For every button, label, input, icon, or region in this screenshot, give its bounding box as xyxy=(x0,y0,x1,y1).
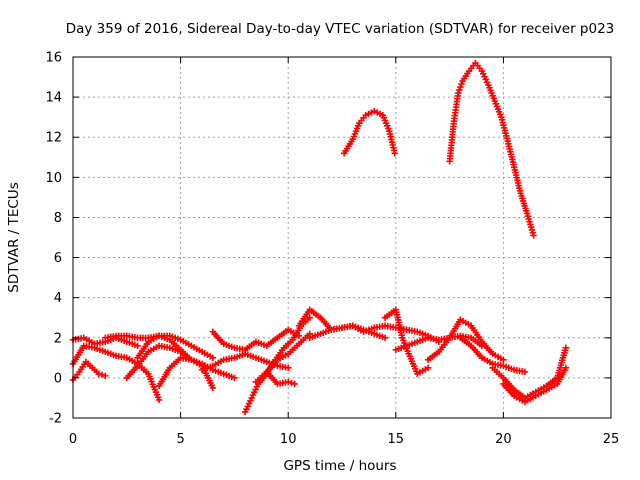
x-tick-label: 10 xyxy=(280,432,297,447)
x-tick-label: 0 xyxy=(69,432,77,447)
data-point xyxy=(381,334,389,341)
y-tick-label: 4 xyxy=(54,291,62,306)
data-point xyxy=(95,370,103,378)
series-arc-17 xyxy=(424,316,507,364)
data-point xyxy=(456,86,463,94)
series-arc-19 xyxy=(489,344,570,402)
data-point xyxy=(500,356,507,364)
series-arc-10 xyxy=(241,314,313,416)
data-point xyxy=(391,150,398,157)
data-point xyxy=(102,372,109,380)
data-point xyxy=(285,364,292,372)
data-point xyxy=(285,378,292,386)
series-arc-18 xyxy=(457,334,529,376)
chart-title: Day 359 of 2016, Sidereal Day-to-day VTE… xyxy=(66,21,615,37)
y-tick-label: 10 xyxy=(45,171,62,186)
data-point xyxy=(562,364,570,372)
data-point xyxy=(288,379,295,387)
data-point xyxy=(134,342,141,349)
y-tick-label: 14 xyxy=(45,91,62,106)
series-arc-3 xyxy=(69,334,141,349)
data-points xyxy=(69,59,570,416)
y-tick-label: -2 xyxy=(49,412,62,427)
y-tick-label: 0 xyxy=(54,371,62,386)
series-arc-2 xyxy=(69,358,109,384)
x-tick-label: 5 xyxy=(176,432,184,447)
y-tick-label: 2 xyxy=(54,331,62,346)
grid xyxy=(73,57,611,418)
data-point xyxy=(562,344,570,352)
data-point xyxy=(209,354,217,362)
data-point xyxy=(455,89,462,97)
series-arc-9 xyxy=(198,350,292,374)
x-tick-label: 15 xyxy=(388,432,405,447)
x-tick-label: 20 xyxy=(495,432,512,447)
series-arc-22 xyxy=(446,59,537,239)
series-arc-8 xyxy=(209,326,303,354)
data-point xyxy=(457,83,464,91)
series-arc-20 xyxy=(500,364,570,406)
x-tick-label: 25 xyxy=(603,432,620,447)
y-tick-label: 16 xyxy=(45,51,62,66)
data-point xyxy=(291,380,298,388)
data-point xyxy=(530,232,537,239)
data-point xyxy=(231,374,238,382)
data-point xyxy=(155,396,163,404)
data-point xyxy=(458,80,465,88)
data-point xyxy=(306,314,313,321)
y-axis-label: SDTVAR / TECUs xyxy=(6,182,22,292)
data-point xyxy=(424,364,432,372)
y-tick-label: 8 xyxy=(54,211,62,226)
data-point xyxy=(209,384,217,392)
y-tick-label: 6 xyxy=(54,251,62,266)
series-arc-21 xyxy=(340,107,398,157)
series-arc-12 xyxy=(263,368,298,388)
axis-ticks: 0 5 10 15 20 25 -2 0 2 4 6 8 10 12 14 16 xyxy=(45,51,619,448)
series-arc-15 xyxy=(381,306,432,378)
series-arc-7 xyxy=(155,354,238,390)
y-tick-label: 12 xyxy=(45,131,62,146)
x-axis-label: GPS time / hours xyxy=(283,458,396,474)
data-point xyxy=(98,371,106,379)
plot-frame xyxy=(72,56,612,419)
data-point xyxy=(521,368,529,376)
